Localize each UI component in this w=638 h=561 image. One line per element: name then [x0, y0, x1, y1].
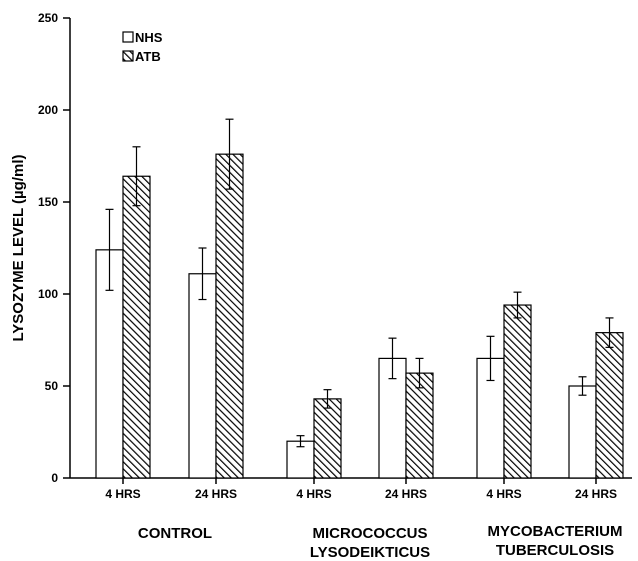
group-label: MYCOBACTERIUM — [488, 523, 623, 540]
x-tick-label: 4 HRS — [296, 487, 331, 501]
legend: NHS ATB — [122, 30, 163, 64]
x-tick-label: 4 HRS — [486, 487, 521, 501]
bar-atb — [313, 398, 342, 479]
group-label: TUBERCULOSIS — [496, 542, 614, 559]
group-label: LYSODEIKTICUS — [310, 544, 430, 561]
group-label: MICROCOCCUS — [313, 525, 428, 542]
legend-swatch-nhs — [122, 31, 134, 43]
x-tick-label: 24 HRS — [195, 487, 237, 501]
y-tick-label: 250 — [38, 11, 58, 25]
y-tick-label: 150 — [38, 195, 58, 209]
bar-atb — [595, 332, 624, 479]
x-tick-label: 4 HRS — [105, 487, 140, 501]
y-tick-label: 200 — [38, 103, 58, 117]
bar-atb — [503, 304, 532, 479]
x-tick-label: 24 HRS — [385, 487, 427, 501]
bar-nhs — [188, 273, 217, 479]
y-axis-label: LYSOZYME LEVEL (µg/ml) — [10, 154, 27, 341]
y-tick-label: 100 — [38, 287, 58, 301]
bar-nhs — [568, 385, 597, 479]
y-tick-label: 0 — [51, 471, 58, 485]
bar-atb — [122, 175, 151, 479]
y-tick-label: 50 — [45, 379, 59, 393]
legend-swatch-atb — [122, 50, 134, 62]
bar-atb — [215, 153, 244, 479]
legend-label-atb: ATB — [135, 49, 161, 64]
bar-atb — [405, 372, 434, 479]
legend-label-nhs: NHS — [135, 30, 163, 45]
group-label: CONTROL — [138, 525, 212, 542]
x-tick-label: 24 HRS — [575, 487, 617, 501]
